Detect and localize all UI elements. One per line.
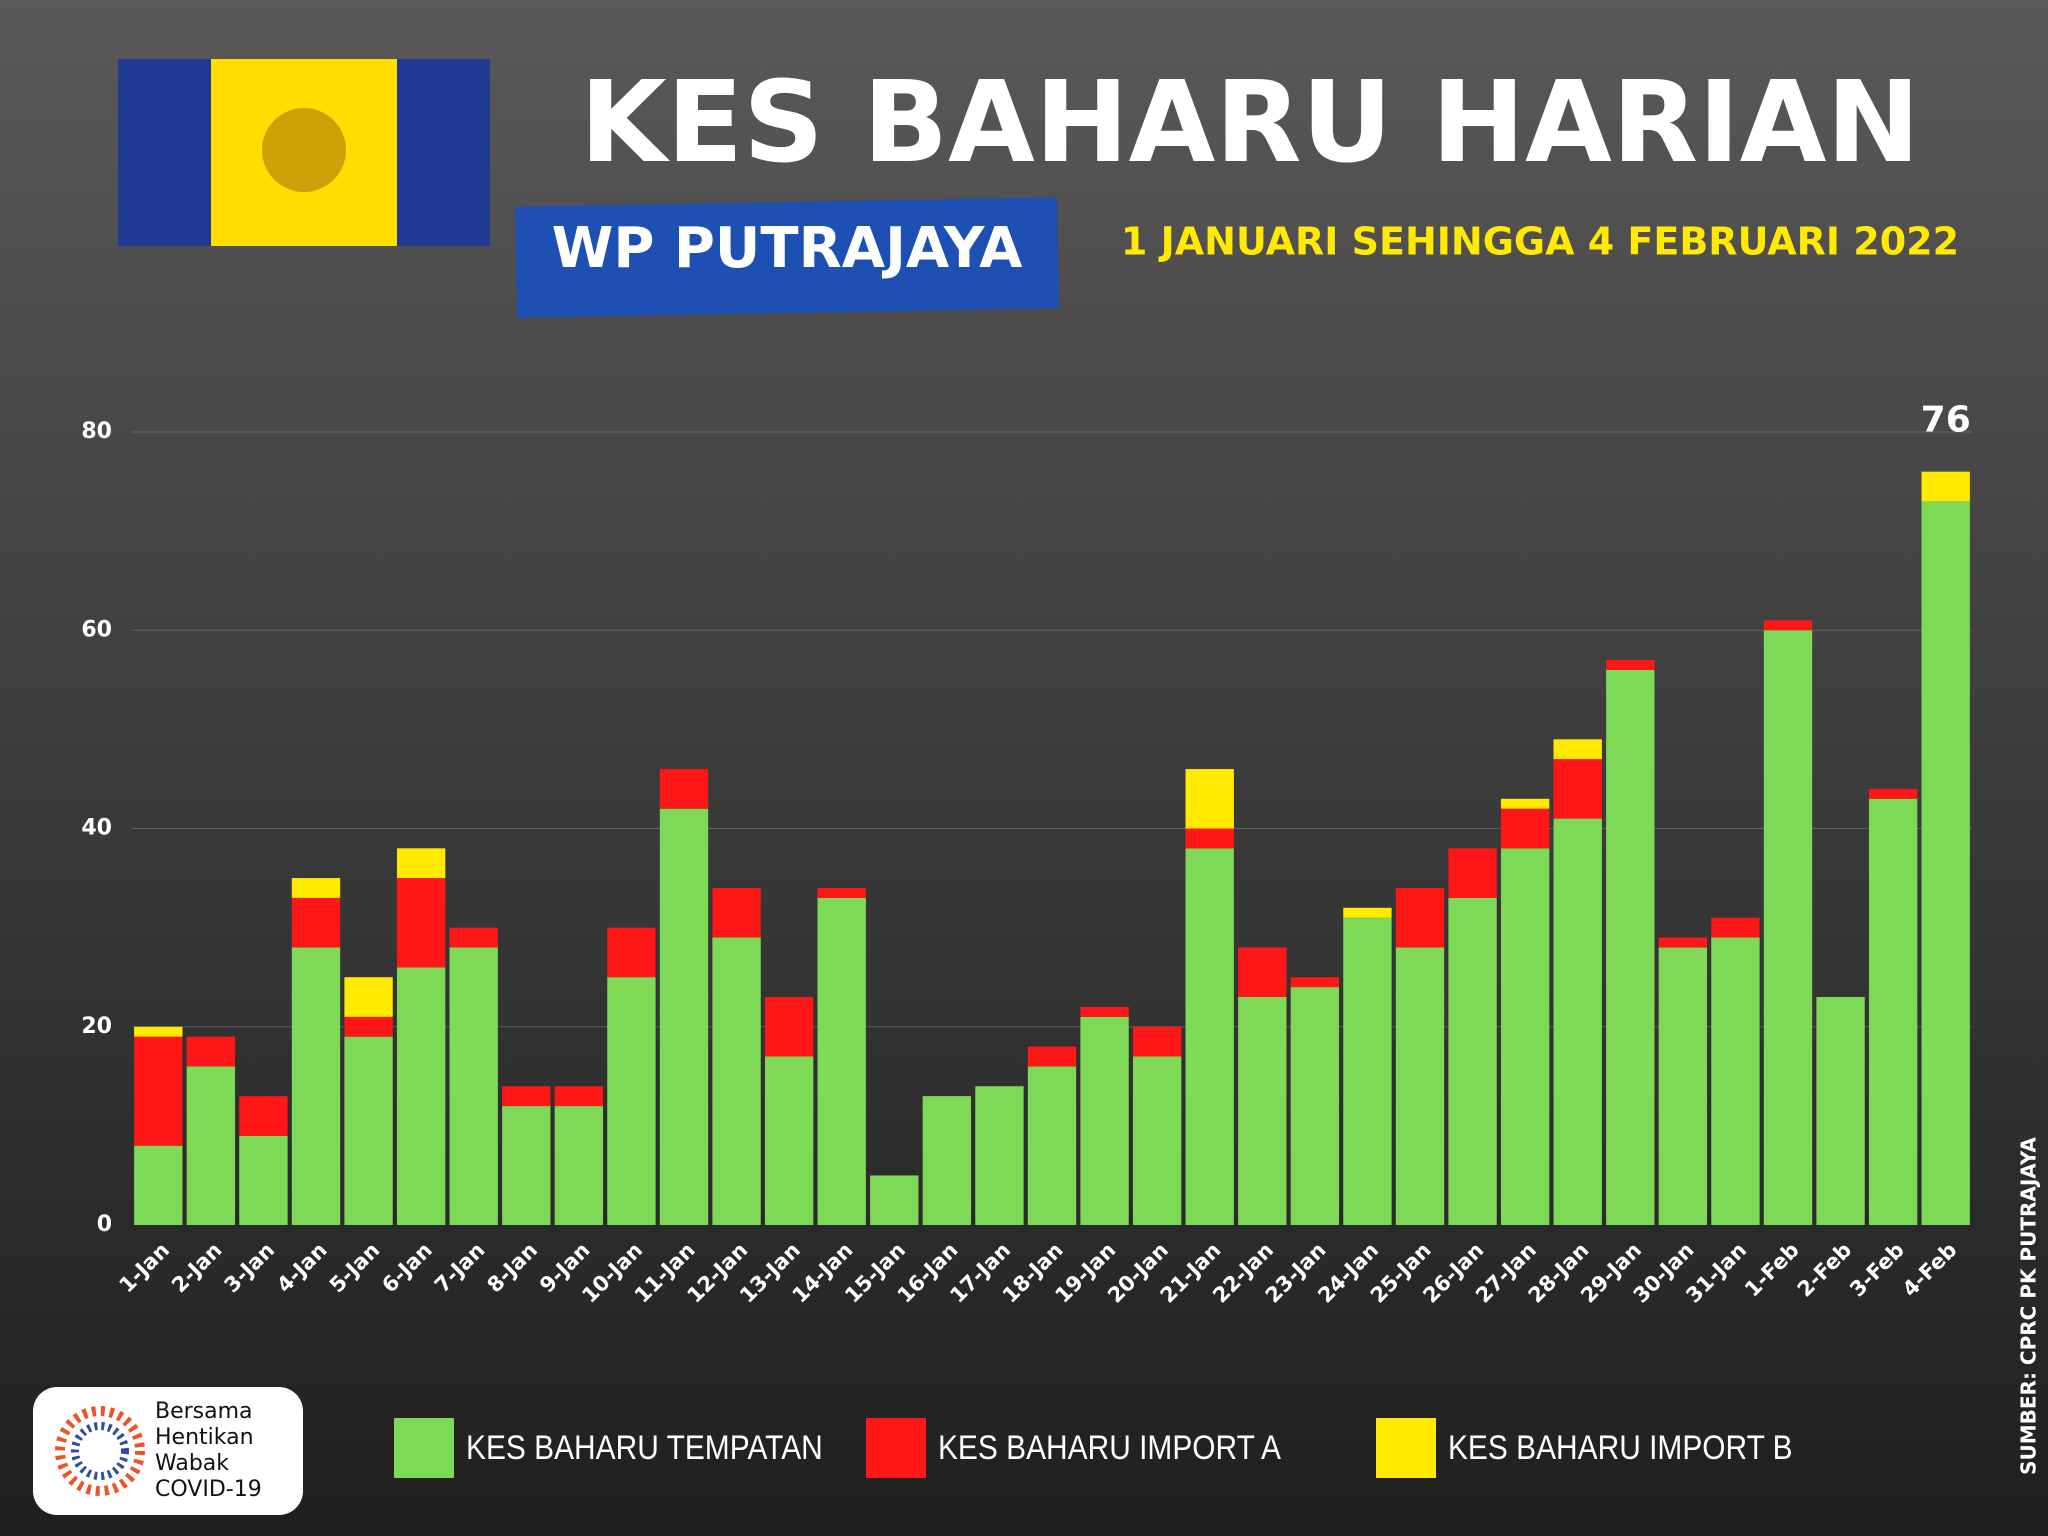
bar-segment: [502, 1086, 551, 1107]
bar-segment: [134, 1026, 183, 1037]
y-tick-label: 60: [81, 617, 112, 642]
bar-segment: [449, 947, 498, 1225]
bar-segment: [1448, 897, 1497, 1225]
bar-segment: [1500, 798, 1550, 809]
bar-segment: [817, 897, 866, 1225]
bar-segment: [1027, 1046, 1077, 1067]
bar-segment: [1606, 669, 1655, 1225]
legend-swatch: [866, 1418, 926, 1478]
bar-segment: [344, 1016, 393, 1037]
bar-segment: [1395, 887, 1445, 948]
bar-segment: [607, 977, 656, 1225]
bar-segment: [1921, 471, 1970, 502]
flag: [118, 59, 490, 246]
bar-segment: [1290, 977, 1340, 988]
bar-segment: [712, 887, 761, 938]
bar-segment: [975, 1086, 1024, 1225]
logo-text: COVID-19: [155, 1477, 262, 1502]
bar-segment: [1658, 947, 1708, 1225]
bar-segment: [554, 1106, 604, 1225]
bar-segment: [1500, 808, 1550, 849]
period: 1 JANUARI SEHINGGA 4 FEBRUARI 2022: [1121, 220, 1959, 264]
legend-swatch: [394, 1418, 454, 1478]
bar-segment: [1132, 1056, 1182, 1225]
legend-swatch: [1376, 1418, 1436, 1478]
bar-segment: [870, 1175, 919, 1225]
bar-segment: [1080, 1016, 1129, 1225]
bar-segment: [1027, 1066, 1077, 1225]
bar-segment: [764, 997, 814, 1057]
bar-segment: [134, 1036, 183, 1146]
bar-segment: [1448, 848, 1497, 898]
logo-text: Hentikan: [155, 1425, 254, 1450]
bar-segment: [344, 1036, 393, 1225]
bar-segment: [1553, 818, 1602, 1225]
bar-segment: [1185, 828, 1234, 849]
bar-segment: [659, 808, 709, 1225]
bar-segment: [291, 947, 341, 1225]
bar-segment: [922, 1096, 972, 1225]
bar-segment: [1500, 848, 1550, 1225]
bar-segment: [1185, 769, 1234, 829]
source: SUMBER: CPRC PK PUTRAJAYA: [2017, 1137, 2041, 1475]
bar-segment: [1080, 1006, 1129, 1017]
bar-segment: [396, 848, 446, 879]
bar-segment: [1868, 788, 1918, 799]
region-box: [515, 197, 1059, 318]
region: WP PUTRAJAYA: [552, 216, 1023, 281]
y-tick-label: 0: [97, 1212, 112, 1237]
bar-segment: [712, 937, 761, 1225]
bar-segment: [396, 878, 446, 968]
logo-text: Wabak: [155, 1451, 229, 1476]
bar-segment: [1238, 997, 1287, 1225]
bar-segment: [449, 927, 498, 948]
bar-segment: [1343, 917, 1392, 1225]
bar-segment: [659, 769, 709, 809]
legend-label: KES BAHARU IMPORT B: [1448, 1428, 1793, 1466]
bar-segment: [1711, 937, 1760, 1225]
bar-segment: [1763, 630, 1813, 1225]
bar-segment: [396, 967, 446, 1225]
bar-segment: [291, 897, 341, 948]
bar-segment: [1238, 947, 1287, 998]
bar-segment: [239, 1135, 288, 1225]
bar-segment: [607, 927, 656, 978]
bar-segment: [817, 887, 866, 898]
bar-segment: [1658, 937, 1708, 948]
bar-segment: [186, 1036, 236, 1067]
bar-segment: [554, 1086, 604, 1107]
bar-segment: [1711, 917, 1760, 938]
bar-segment: [1816, 997, 1865, 1225]
bar-segment: [1290, 987, 1340, 1225]
bar-segment: [1553, 759, 1602, 819]
bar-segment: [1553, 739, 1602, 760]
y-tick-label: 80: [81, 419, 112, 444]
bar-segment: [134, 1145, 183, 1225]
bar-segment: [186, 1066, 236, 1225]
bar-segment: [1185, 848, 1234, 1225]
bar-segment: [344, 977, 393, 1017]
bar-segment: [1921, 501, 1970, 1225]
bar-segment: [239, 1096, 288, 1136]
bar-segment: [1606, 659, 1655, 670]
bar-segment: [1868, 798, 1918, 1225]
bar-segment: [1343, 907, 1392, 918]
logo: Bersama Hentikan Wabak COVID-19: [33, 1387, 303, 1515]
legend-label: KES BAHARU TEMPATAN: [466, 1428, 823, 1466]
bar-segment: [502, 1106, 551, 1225]
legend-label: KES BAHARU IMPORT A: [938, 1428, 1282, 1466]
total-label: 76: [1921, 400, 1971, 441]
bar-segment: [1763, 620, 1813, 631]
bar-segment: [291, 878, 341, 898]
logo-text: Bersama: [155, 1399, 253, 1424]
title: KES BAHARU HARIAN: [580, 58, 1920, 188]
bar-segment: [1132, 1026, 1182, 1057]
y-tick-label: 20: [81, 1014, 112, 1039]
bar-segment: [764, 1056, 814, 1225]
y-tick-label: 40: [81, 816, 112, 841]
bar-segment: [1395, 947, 1445, 1225]
